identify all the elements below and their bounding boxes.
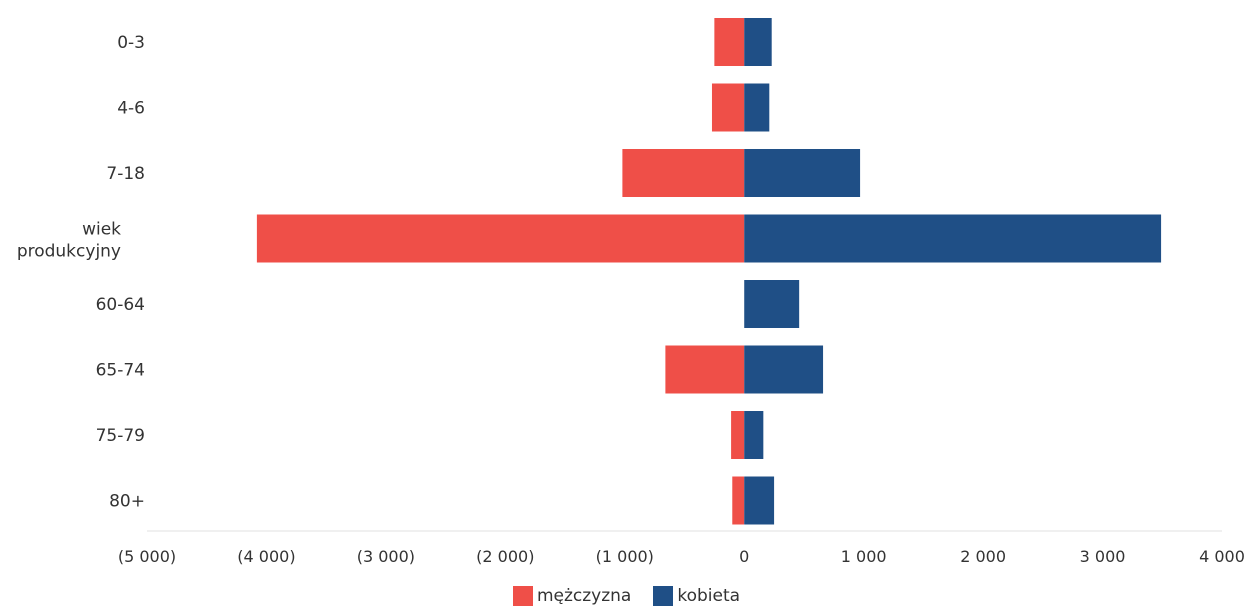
legend-item-male: mężczyzna xyxy=(512,586,632,606)
category-label: 7-18 xyxy=(106,164,145,184)
bar-male xyxy=(665,345,745,394)
bar-female xyxy=(744,280,800,328)
x-tick-label: (1 000) xyxy=(596,547,654,566)
x-tick-label: 0 xyxy=(739,547,749,566)
category-label: 80+ xyxy=(109,492,145,512)
bar-male xyxy=(711,83,745,132)
population-pyramid-chart: (5 000) (4 000) (3 000) (2 000) (1 000) 0 1 00… xyxy=(17,18,1245,566)
x-tick-label: 3 000 xyxy=(1080,547,1126,566)
category-label: 0-3 xyxy=(117,33,145,53)
bar-male xyxy=(622,149,745,197)
legend: mężczyzna kobieta xyxy=(0,583,1253,609)
legend-label-male: mężczyzna xyxy=(536,586,632,606)
x-tick-label: 4 000 xyxy=(1199,547,1245,566)
x-tick-label: (5 000) xyxy=(118,547,176,566)
bar-female xyxy=(744,214,1162,263)
bar-female xyxy=(744,411,764,459)
bar-female xyxy=(744,149,861,197)
x-tick-label: (2 000) xyxy=(476,547,534,566)
category-label: 4-6 xyxy=(117,99,145,119)
bar-female xyxy=(744,18,772,66)
category-label: 60-64 xyxy=(96,295,145,315)
bar-female xyxy=(744,476,775,525)
x-tick-label: (3 000) xyxy=(357,547,415,566)
bar-male xyxy=(732,476,745,525)
legend-label-female: kobieta xyxy=(677,586,741,606)
bar-female xyxy=(744,83,770,132)
bar-female xyxy=(744,345,824,394)
category-label: 65-74 xyxy=(96,361,145,381)
legend-swatch-female xyxy=(653,586,674,606)
legend-swatch-male xyxy=(512,586,533,606)
category-label: 75-79 xyxy=(96,426,145,446)
category-label: wiek xyxy=(82,220,121,240)
bar-male xyxy=(731,411,745,459)
bar-male xyxy=(714,18,745,66)
x-tick-label: 2 000 xyxy=(960,547,1006,566)
bar-male xyxy=(256,214,745,263)
x-tick-label: (4 000) xyxy=(237,547,295,566)
x-tick-label: 1 000 xyxy=(841,547,887,566)
category-label: produkcyjny xyxy=(17,242,121,262)
legend-item-female: kobieta xyxy=(653,586,740,606)
